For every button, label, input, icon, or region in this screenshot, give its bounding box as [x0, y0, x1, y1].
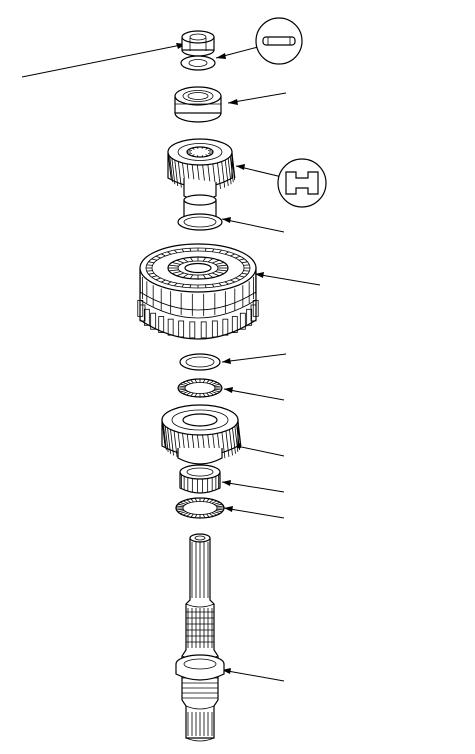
gear-icon — [167, 138, 236, 201]
washer-detail-icon — [255, 17, 303, 65]
leader-bearing — [227, 92, 287, 104]
collar-icon — [177, 194, 223, 231]
leader-collar — [221, 218, 285, 233]
bearing-icon — [174, 86, 222, 123]
shaft-icon — [175, 533, 225, 742]
clutch-icon — [137, 243, 259, 340]
needle-bearing-icon — [179, 464, 221, 494]
thrust-washer-2 — [177, 378, 223, 398]
leader-mainshaft — [221, 669, 285, 682]
leader-needle — [221, 481, 285, 493]
gear-icon — [161, 404, 242, 465]
leader-locknut — [21, 43, 187, 78]
leader-clutch — [254, 273, 321, 286]
leader-thrust-2 — [223, 388, 285, 401]
leader-thrust-3 — [223, 507, 285, 519]
leader-lines — [21, 43, 321, 682]
washer-icon — [180, 55, 216, 71]
leader-thrust-1 — [221, 353, 287, 363]
thrust-washer-1 — [179, 353, 221, 371]
thrust-washer-3 — [175, 497, 225, 519]
nut-detail-icon — [277, 158, 327, 208]
locknut-icon — [181, 30, 215, 57]
